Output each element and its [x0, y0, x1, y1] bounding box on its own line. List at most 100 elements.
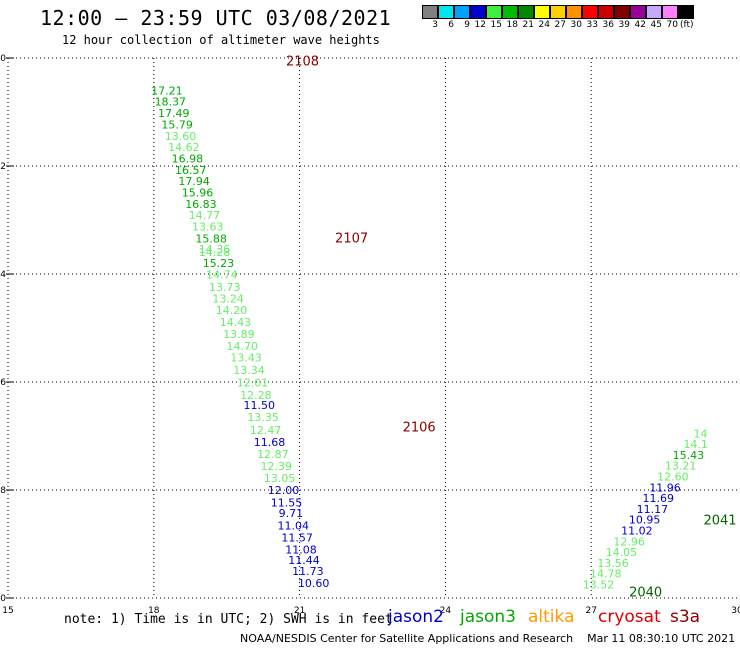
- x-tick-label: 30: [731, 606, 740, 616]
- legend-swatch: [502, 5, 518, 19]
- data-point-label: 12.60: [657, 471, 689, 484]
- chart-axes: [6, 57, 14, 599]
- data-point-label: 14.43: [220, 316, 252, 329]
- data-point-label: 12.47: [250, 424, 282, 437]
- data-point-label: 13.21: [665, 460, 697, 473]
- legend-swatch: [454, 5, 470, 19]
- legend-swatch: [566, 5, 582, 19]
- y-tick-label: -44: [0, 270, 6, 280]
- credit-text: NOAA/NESDIS Center for Satellite Applica…: [240, 632, 574, 645]
- data-point-label: 12.28: [240, 389, 272, 402]
- x-tick-label: 27: [585, 606, 596, 616]
- data-point-label: 16.83: [185, 198, 217, 211]
- data-point-label: 10.60: [298, 577, 330, 590]
- legend-label-row: 3 6 9 12 15 18 21 24 27 30 33 36 39 42 45 70 (ft): [422, 20, 694, 30]
- legend-swatch: [486, 5, 502, 19]
- data-point-label: 13.63: [192, 220, 224, 233]
- x-tick-label: 21: [294, 606, 305, 616]
- data-point-label: 14.20: [216, 304, 248, 317]
- legend-label: 42: [634, 20, 646, 30]
- legend-swatch: [662, 5, 678, 19]
- data-point-label: 14.05: [606, 546, 638, 559]
- legend-swatch: [630, 5, 646, 19]
- legend-swatch: [646, 5, 662, 19]
- legend-swatch: [678, 5, 694, 19]
- data-point-label: 14.77: [189, 209, 221, 222]
- data-point-label: 13.89: [223, 328, 255, 341]
- data-point-label: 9.71: [279, 507, 304, 520]
- legend-label: 24: [538, 20, 550, 30]
- track-labels: 2108 2107 2106 2040 2041: [286, 55, 737, 601]
- data-point-label: 11.08: [285, 543, 317, 556]
- page-title: 12:00 – 23:59 UTC 03/08/2021: [40, 6, 392, 30]
- legend-label: 36: [602, 20, 614, 30]
- legend-swatch: [438, 5, 454, 19]
- data-point-label: 11.44: [288, 554, 320, 567]
- legend-label: 70: [666, 20, 678, 30]
- data-point-label: 16.57: [175, 164, 207, 177]
- page-subtitle: 12 hour collection of altimeter wave hei…: [62, 33, 380, 47]
- data-point-label: 13.56: [597, 557, 629, 570]
- legend-label: 6: [448, 20, 454, 30]
- legend-swatch: [422, 5, 438, 19]
- data-point-label: 14: [694, 427, 708, 440]
- legend-swatch: [534, 5, 550, 19]
- footnote: note: 1) Time is in UTC; 2) SWH is in fe…: [64, 612, 393, 627]
- data-point-label: 11.02: [621, 525, 653, 538]
- timestamp-text: Mar 11 08:30:10 UTC 2021: [587, 632, 736, 645]
- data-point-label: 15.79: [161, 118, 193, 131]
- data-point-label: 11.73: [292, 565, 324, 578]
- x-tick-label: 15: [2, 606, 13, 616]
- data-point-label: 16.98: [172, 152, 204, 165]
- y-tick-label: -48: [0, 486, 6, 496]
- legend-label: 39: [618, 20, 630, 30]
- data-point-label: 13.73: [209, 281, 241, 294]
- data-point-label: 12.39: [261, 460, 293, 473]
- legend-swatch: [614, 5, 630, 19]
- legend-unit: (ft): [680, 20, 694, 30]
- data-point-label: 11.96: [649, 481, 681, 494]
- data-point-label: 12.00: [268, 484, 300, 497]
- data-point-label: 13.05: [264, 472, 296, 485]
- tick-labels: -40 -42 -44 -46 -48 -50 15 18 21 24 27 30: [0, 54, 740, 616]
- data-point-label: 13.52: [583, 579, 615, 592]
- data-point-label: 15.43: [673, 449, 705, 462]
- data-point-label: 10.95: [629, 514, 661, 527]
- track-time-label: 2041: [703, 514, 736, 529]
- data-point-label: 14.36: [199, 243, 231, 256]
- legend-label: 12: [474, 20, 486, 30]
- legend-label: 33: [586, 20, 598, 30]
- color-scale-legend: 3 6 9 12 15 18 21 24 27 30 33 36 39 42 45 70 (ft): [422, 5, 694, 30]
- data-point-label: 13.60: [165, 130, 197, 143]
- y-tick-label: -50: [0, 594, 6, 604]
- data-point-label: 18.37: [155, 96, 187, 109]
- x-tick-label: 24: [440, 606, 452, 616]
- data-point-label: 11.17: [637, 503, 669, 516]
- data-point-label: 12.01: [237, 377, 269, 390]
- data-point-label: 11.55: [271, 496, 303, 509]
- data-point-label: 12.87: [257, 448, 289, 461]
- track-time-label: 2106: [403, 420, 436, 435]
- data-point-label: 14.28: [199, 246, 231, 259]
- legend-swatch: [518, 5, 534, 19]
- data-point-label: 13.34: [233, 364, 265, 377]
- legend-label: 21: [522, 20, 534, 30]
- data-point-label: 11.04: [278, 520, 310, 533]
- data-point-label: 17.94: [178, 175, 210, 188]
- data-point-label: 14.70: [227, 340, 259, 353]
- data-point-label: 14.74: [206, 269, 238, 282]
- data-point-label: 15.88: [195, 232, 227, 245]
- data-point-label: 11.68: [254, 436, 286, 449]
- legend-swatch: [550, 5, 566, 19]
- x-tick-label: 18: [148, 606, 160, 616]
- track-time-label: 2108: [286, 55, 319, 70]
- data-point-label: 13.24: [212, 292, 244, 305]
- y-tick-label: -46: [0, 378, 6, 388]
- data-points: 10.6011.7311.4411.0811.5711.049.7111.551…: [151, 84, 708, 591]
- y-tick-label: -42: [0, 162, 6, 172]
- chart-grid: [8, 57, 737, 599]
- data-point-label: 11.50: [244, 399, 276, 412]
- legend-label: 15: [490, 20, 502, 30]
- legend-label: 30: [570, 20, 582, 30]
- legend-label: 45: [650, 20, 662, 30]
